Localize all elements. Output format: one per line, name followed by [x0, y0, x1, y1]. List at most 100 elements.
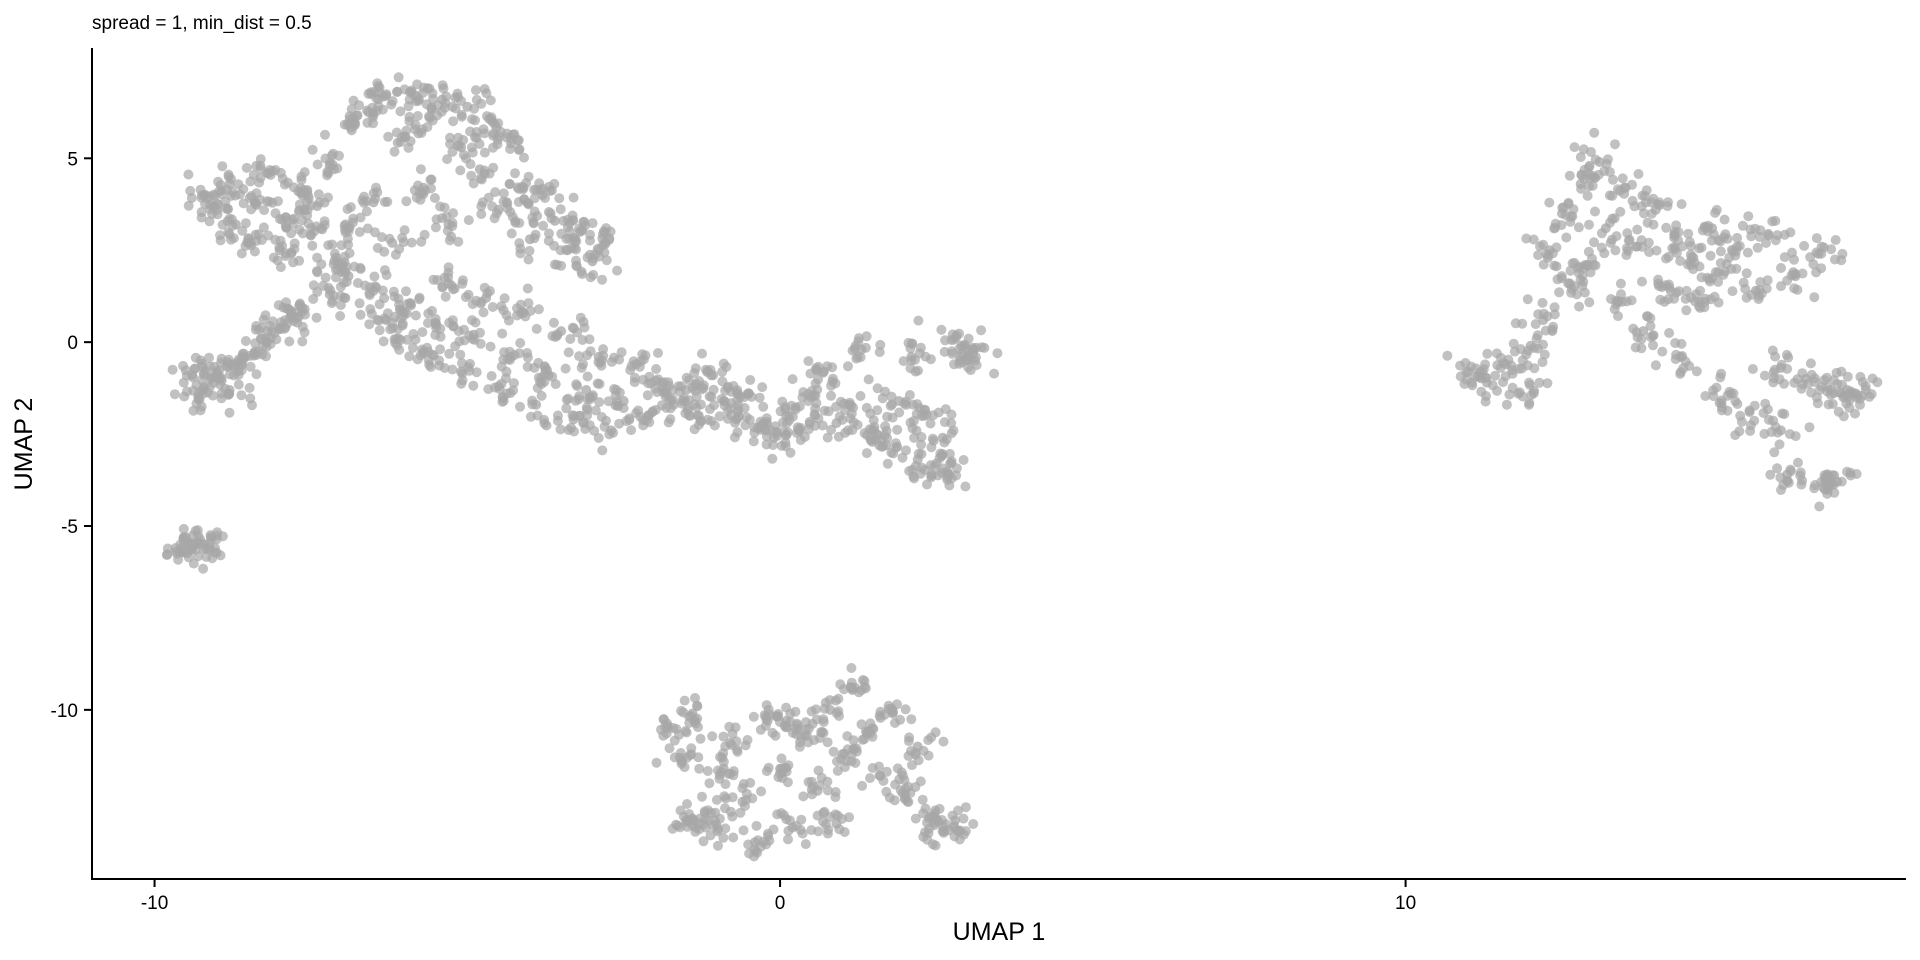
scatter-point — [468, 380, 479, 391]
scatter-point — [348, 213, 359, 224]
scatter-point — [282, 318, 293, 329]
scatter-point — [1650, 360, 1661, 371]
scatter-point — [170, 546, 181, 557]
scatter-point — [771, 711, 782, 722]
scatter-point — [1619, 188, 1630, 199]
scatter-point-group — [898, 337, 936, 377]
scatter-point — [887, 399, 897, 410]
scatter-point — [946, 409, 957, 420]
scatter-point — [514, 348, 525, 359]
scatter-point — [721, 361, 732, 372]
scatter-point — [1533, 250, 1544, 261]
scatter-point — [834, 411, 845, 422]
scatter-point — [582, 252, 593, 263]
scatter-point — [416, 236, 427, 247]
scatter-point — [1755, 277, 1766, 287]
scatter-point — [515, 338, 526, 348]
scatter-point — [910, 366, 921, 377]
scatter-point — [582, 404, 593, 415]
scatter-point — [904, 732, 915, 743]
scatter-point — [275, 262, 286, 273]
scatter-point — [1442, 350, 1453, 361]
scatter-point — [747, 793, 758, 804]
scatter-point — [217, 161, 228, 172]
scatter-point — [1654, 200, 1665, 211]
scatter-point-group — [323, 212, 373, 251]
scatter-point-group — [787, 374, 823, 422]
scatter-point — [767, 453, 778, 464]
scatter-point — [1476, 386, 1487, 397]
scatter-point — [710, 807, 721, 818]
scatter-point — [198, 388, 209, 399]
scatter-point — [529, 184, 540, 195]
scatter-point — [1523, 345, 1534, 356]
scatter-point — [860, 342, 871, 353]
scatter-point — [1704, 276, 1715, 287]
scatter-point — [653, 348, 663, 358]
scatter-point — [519, 152, 529, 163]
scatter-point — [369, 271, 380, 282]
scatter-point-group — [198, 373, 257, 418]
scatter-point — [1623, 245, 1633, 256]
scatter-point — [890, 718, 900, 728]
scatter-point — [211, 547, 222, 558]
scatter-point — [1478, 364, 1489, 375]
scatter-point-group — [488, 128, 529, 163]
scatter-point — [498, 392, 508, 403]
scatter-point — [261, 351, 271, 362]
scatter-point — [505, 354, 515, 365]
scatter-point — [881, 766, 892, 777]
scatter-point — [506, 228, 517, 239]
scatter-point — [341, 261, 352, 272]
scatter-point — [776, 763, 787, 774]
scatter-point — [1685, 249, 1696, 260]
scatter-point — [1755, 225, 1766, 236]
scatter-point — [611, 384, 622, 395]
scatter-point — [1627, 195, 1638, 206]
scatter-point — [355, 212, 366, 223]
scatter-point — [936, 324, 947, 335]
scatter-point — [1517, 355, 1528, 366]
scatter-point — [1538, 239, 1549, 250]
scatter-point — [1662, 201, 1673, 212]
scatter-point — [709, 420, 720, 431]
scatter-point — [1524, 377, 1535, 388]
scatter-point — [318, 280, 329, 291]
scatter-point — [550, 332, 561, 342]
scatter-point — [690, 363, 701, 374]
scatter-point — [694, 763, 705, 774]
scatter-point — [183, 200, 194, 211]
scatter-point — [1844, 388, 1855, 399]
scatter-point — [362, 117, 373, 128]
scatter-point — [566, 422, 576, 433]
scatter-point-group — [1653, 274, 1692, 307]
scatter-point — [483, 384, 494, 395]
scatter-point — [498, 188, 509, 199]
scatter-point — [1561, 232, 1572, 243]
scatter-point — [657, 382, 668, 393]
scatter-point — [478, 124, 489, 135]
scatter-point — [393, 293, 404, 304]
scatter-point — [1661, 222, 1672, 233]
scatter-point — [785, 708, 796, 719]
scatter-point — [594, 379, 605, 389]
scatter-point — [938, 736, 949, 747]
scatter-point — [571, 260, 582, 271]
scatter-point — [237, 225, 248, 236]
scatter-point — [268, 252, 279, 263]
scatter-point — [748, 711, 759, 722]
scatter-point — [1563, 199, 1574, 209]
scatter-point — [1730, 430, 1741, 441]
scatter-point — [258, 222, 269, 233]
scatter-point — [949, 821, 960, 831]
scatter-point — [352, 110, 363, 121]
scatter-point — [925, 418, 936, 429]
scatter-point — [297, 228, 308, 239]
scatter-point — [720, 803, 730, 814]
scatter-point — [212, 373, 223, 384]
scatter-point — [1809, 292, 1820, 303]
scatter-point — [960, 481, 971, 492]
scatter-point — [1818, 242, 1829, 253]
scatter-point-group — [517, 178, 579, 210]
scatter-point — [903, 797, 914, 807]
